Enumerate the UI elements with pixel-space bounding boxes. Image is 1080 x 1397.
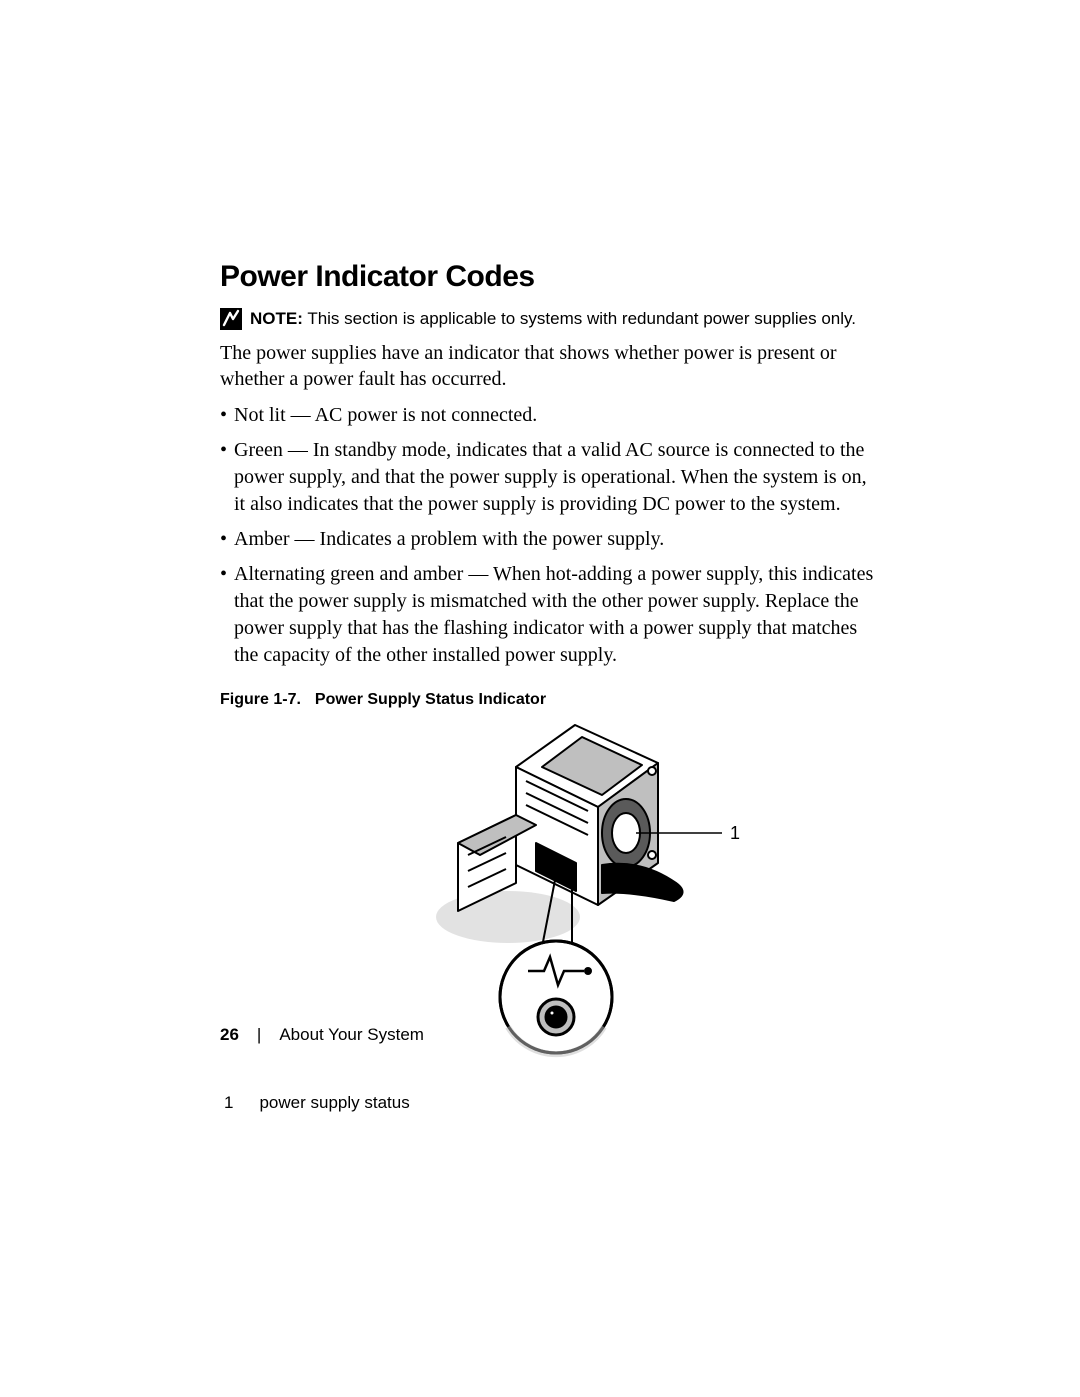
- note-icon: [220, 308, 242, 330]
- list-item: Green — In standby mode, indicates that …: [220, 437, 880, 518]
- footer-separator: |: [257, 1025, 261, 1045]
- figure-title: Power Supply Status Indicator: [315, 691, 546, 708]
- document-page: Power Indicator Codes NOTE: This section…: [0, 0, 1080, 1113]
- callout-marker: 1: [730, 823, 740, 843]
- footer-section: About Your System: [279, 1025, 424, 1045]
- intro-paragraph: The power supplies have an indicator tha…: [220, 340, 880, 392]
- figure-illustration: 1: [220, 715, 880, 1075]
- note-label: NOTE:: [250, 309, 303, 328]
- page-footer: 26 | About Your System: [220, 1025, 424, 1045]
- list-item: Not lit — AC power is not connected.: [220, 402, 880, 429]
- note-block: NOTE: This section is applicable to syst…: [220, 308, 880, 330]
- figure-caption: Figure 1-7. Power Supply Status Indicator: [220, 691, 880, 709]
- callout-label: power supply status: [259, 1093, 409, 1113]
- figure-number: Figure 1-7.: [220, 691, 301, 708]
- page-number: 26: [220, 1025, 239, 1045]
- bullet-list: Not lit — AC power is not connected. Gre…: [220, 402, 880, 669]
- section-heading: Power Indicator Codes: [220, 260, 880, 294]
- callout-number: 1: [224, 1093, 233, 1113]
- list-item: Alternating green and amber — When hot-a…: [220, 561, 880, 669]
- power-supply-figure: 1: [340, 715, 760, 1075]
- note-text-wrap: NOTE: This section is applicable to syst…: [250, 309, 856, 329]
- figure-callout-legend: 1 power supply status: [224, 1093, 880, 1113]
- list-item: Amber — Indicates a problem with the pow…: [220, 526, 880, 553]
- note-text: This section is applicable to systems wi…: [307, 309, 856, 328]
